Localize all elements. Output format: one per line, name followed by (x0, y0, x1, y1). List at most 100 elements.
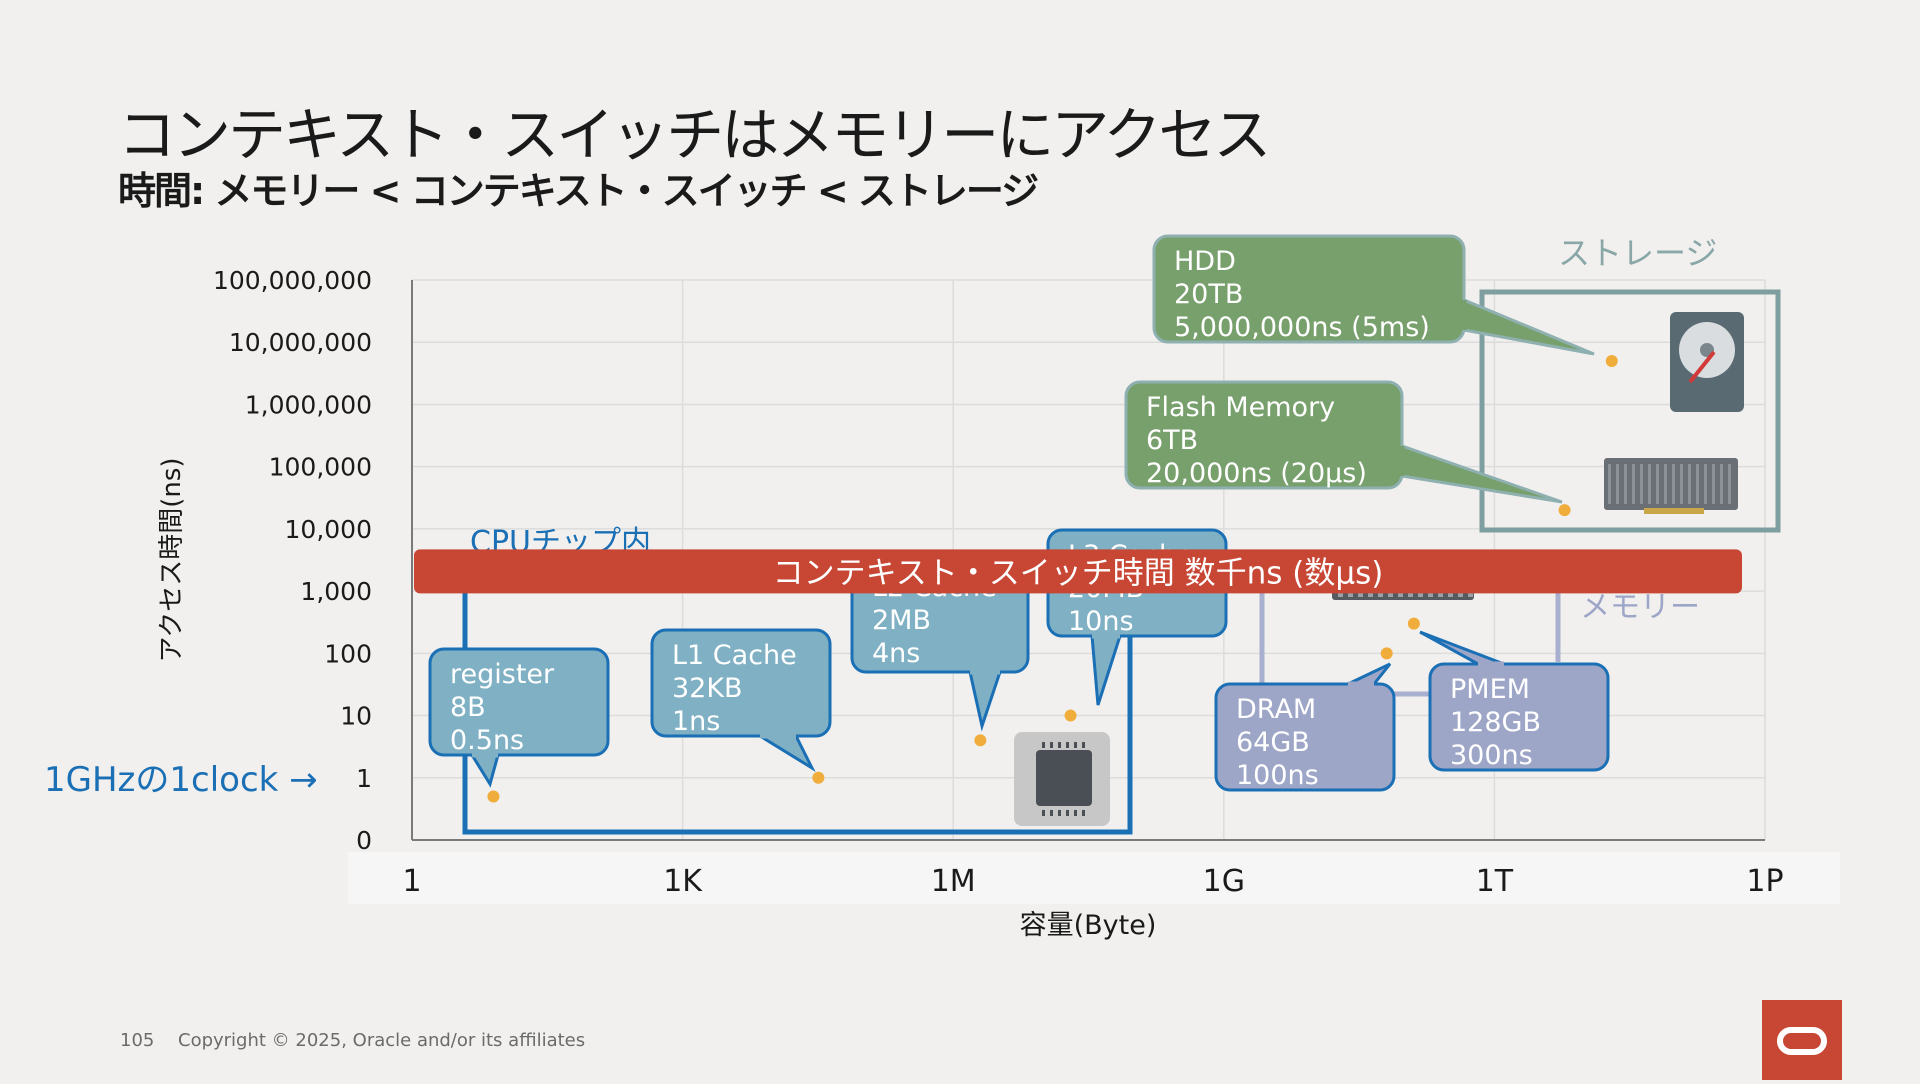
oracle-logo (1762, 1000, 1842, 1080)
callout-time: 300ns (1450, 740, 1533, 771)
ram-chip (1428, 591, 1433, 597)
banner-text: コンテキスト・スイッチ時間 数千ns (数μs) (773, 555, 1384, 591)
chip-pin (1050, 742, 1053, 748)
data-point (812, 771, 825, 784)
callout-capacity: 2MB (872, 605, 931, 636)
y-tick-label: 1,000 (300, 577, 372, 606)
chip-pin (1066, 810, 1069, 816)
y-axis-title: アクセス時間(ns) (157, 457, 187, 662)
flash-fin (1608, 464, 1611, 504)
cpu-chip-icon (1014, 732, 1110, 826)
ram-chip (1418, 591, 1423, 597)
data-point (1380, 647, 1393, 660)
callout-capacity: 8B (450, 692, 486, 723)
x-axis-band (348, 852, 1840, 904)
storage-region-label: ストレージ (1558, 234, 1717, 272)
callout-tail (1419, 630, 1505, 666)
flash-fin (1624, 464, 1627, 504)
flash-fin (1664, 464, 1667, 504)
x-tick-label: 1P (1746, 864, 1783, 899)
flash-fin (1640, 464, 1643, 504)
chip-pin (1082, 742, 1085, 748)
callout-time: 20,000ns (20μs) (1146, 458, 1367, 489)
callout-label: PMEM (1450, 674, 1530, 705)
access-time-chart: 0 1 10 100 1,000 10,000 100,000 1,000,000 10,000… (44, 234, 1840, 941)
callout-box (1428, 662, 1610, 772)
callout-time: 10ns (1068, 606, 1134, 637)
page-number: 105 (120, 1030, 155, 1051)
callout-capacity: 20TB (1174, 279, 1243, 310)
callout-box (1214, 682, 1396, 792)
y-tick-label: 100,000,000 (213, 266, 372, 295)
callout-time: 100ns (1236, 760, 1319, 791)
chip-pin (1042, 742, 1045, 748)
flash-fin (1728, 464, 1731, 504)
x-tick-label: 1 (402, 864, 421, 899)
data-point (974, 734, 987, 747)
callout-tail (1090, 634, 1123, 706)
storage-region-border (1479, 289, 1781, 533)
callout-tail (469, 753, 500, 788)
data-point (1605, 354, 1618, 367)
callout-label: Flash Memory (1146, 392, 1335, 423)
callout-capacity: 32KB (672, 673, 743, 704)
y-tick-label: 10,000 (285, 515, 372, 544)
y-tick-label: 0 (356, 826, 372, 855)
ram-chip (1468, 591, 1473, 597)
ram-chip (1358, 591, 1363, 597)
callout-time: 5,000,000ns (5ms) (1174, 312, 1430, 343)
slide-subtitle: 時間: メモリー < コンテキスト・スイッチ < ストレージ (118, 169, 1039, 213)
ram-chip (1378, 591, 1383, 597)
y-tick-label: 1,000,000 (245, 390, 372, 419)
copyright-text: Copyright © 2025, Oracle and/or its affi… (178, 1030, 586, 1051)
chip-pin (1074, 742, 1077, 748)
chip-pin (1050, 810, 1053, 816)
y-tick-label: 100,000 (269, 453, 372, 482)
callout-label: HDD (1174, 246, 1236, 277)
callout-time: 4ns (872, 638, 920, 669)
flash-fin (1656, 464, 1659, 504)
flash-fin (1616, 464, 1619, 504)
callout-tail (754, 734, 816, 773)
slide-title: コンテキスト・スイッチはメモリーにアクセス (118, 101, 1271, 169)
callout-tail (1347, 662, 1392, 686)
flash-connector (1644, 508, 1704, 514)
callout-capacity: 128GB (1450, 707, 1541, 738)
data-point (1407, 617, 1420, 630)
data-point (1558, 504, 1571, 517)
chip-pin (1082, 810, 1085, 816)
context-switch-banner: コンテキスト・スイッチ時間 数千ns (数μs) (414, 549, 1742, 594)
clock-annotation: 1GHzの1clock → (44, 760, 318, 800)
x-tick-label: 1G (1203, 864, 1245, 899)
chip-pin (1066, 742, 1069, 748)
callout-capacity: 64GB (1236, 727, 1310, 758)
ram-chip (1388, 591, 1393, 597)
flash-fin (1680, 464, 1683, 504)
callout-label: DRAM (1236, 694, 1316, 725)
callout-label: L1 Cache (672, 640, 797, 671)
y-tick-label: 10 (340, 702, 372, 731)
ram-chip (1458, 591, 1463, 597)
x-tick-label: 1M (931, 864, 976, 899)
callout-box (428, 647, 610, 757)
callout-tail (968, 670, 1003, 732)
chip-pin (1074, 810, 1077, 816)
flash-fin (1648, 464, 1651, 504)
callout-capacity: 6TB (1146, 425, 1198, 456)
flash-fin (1712, 464, 1715, 504)
flash-card-icon (1604, 458, 1738, 514)
callout-time: 0.5ns (450, 725, 524, 756)
data-point (1064, 709, 1077, 722)
hdd-icon (1670, 312, 1744, 412)
ram-chip (1408, 591, 1413, 597)
x-axis-title: 容量(Byte) (1020, 910, 1157, 941)
memory-region-label: メモリー (1580, 590, 1700, 625)
y-tick-label: 100 (324, 639, 372, 668)
ram-chip (1338, 591, 1343, 597)
